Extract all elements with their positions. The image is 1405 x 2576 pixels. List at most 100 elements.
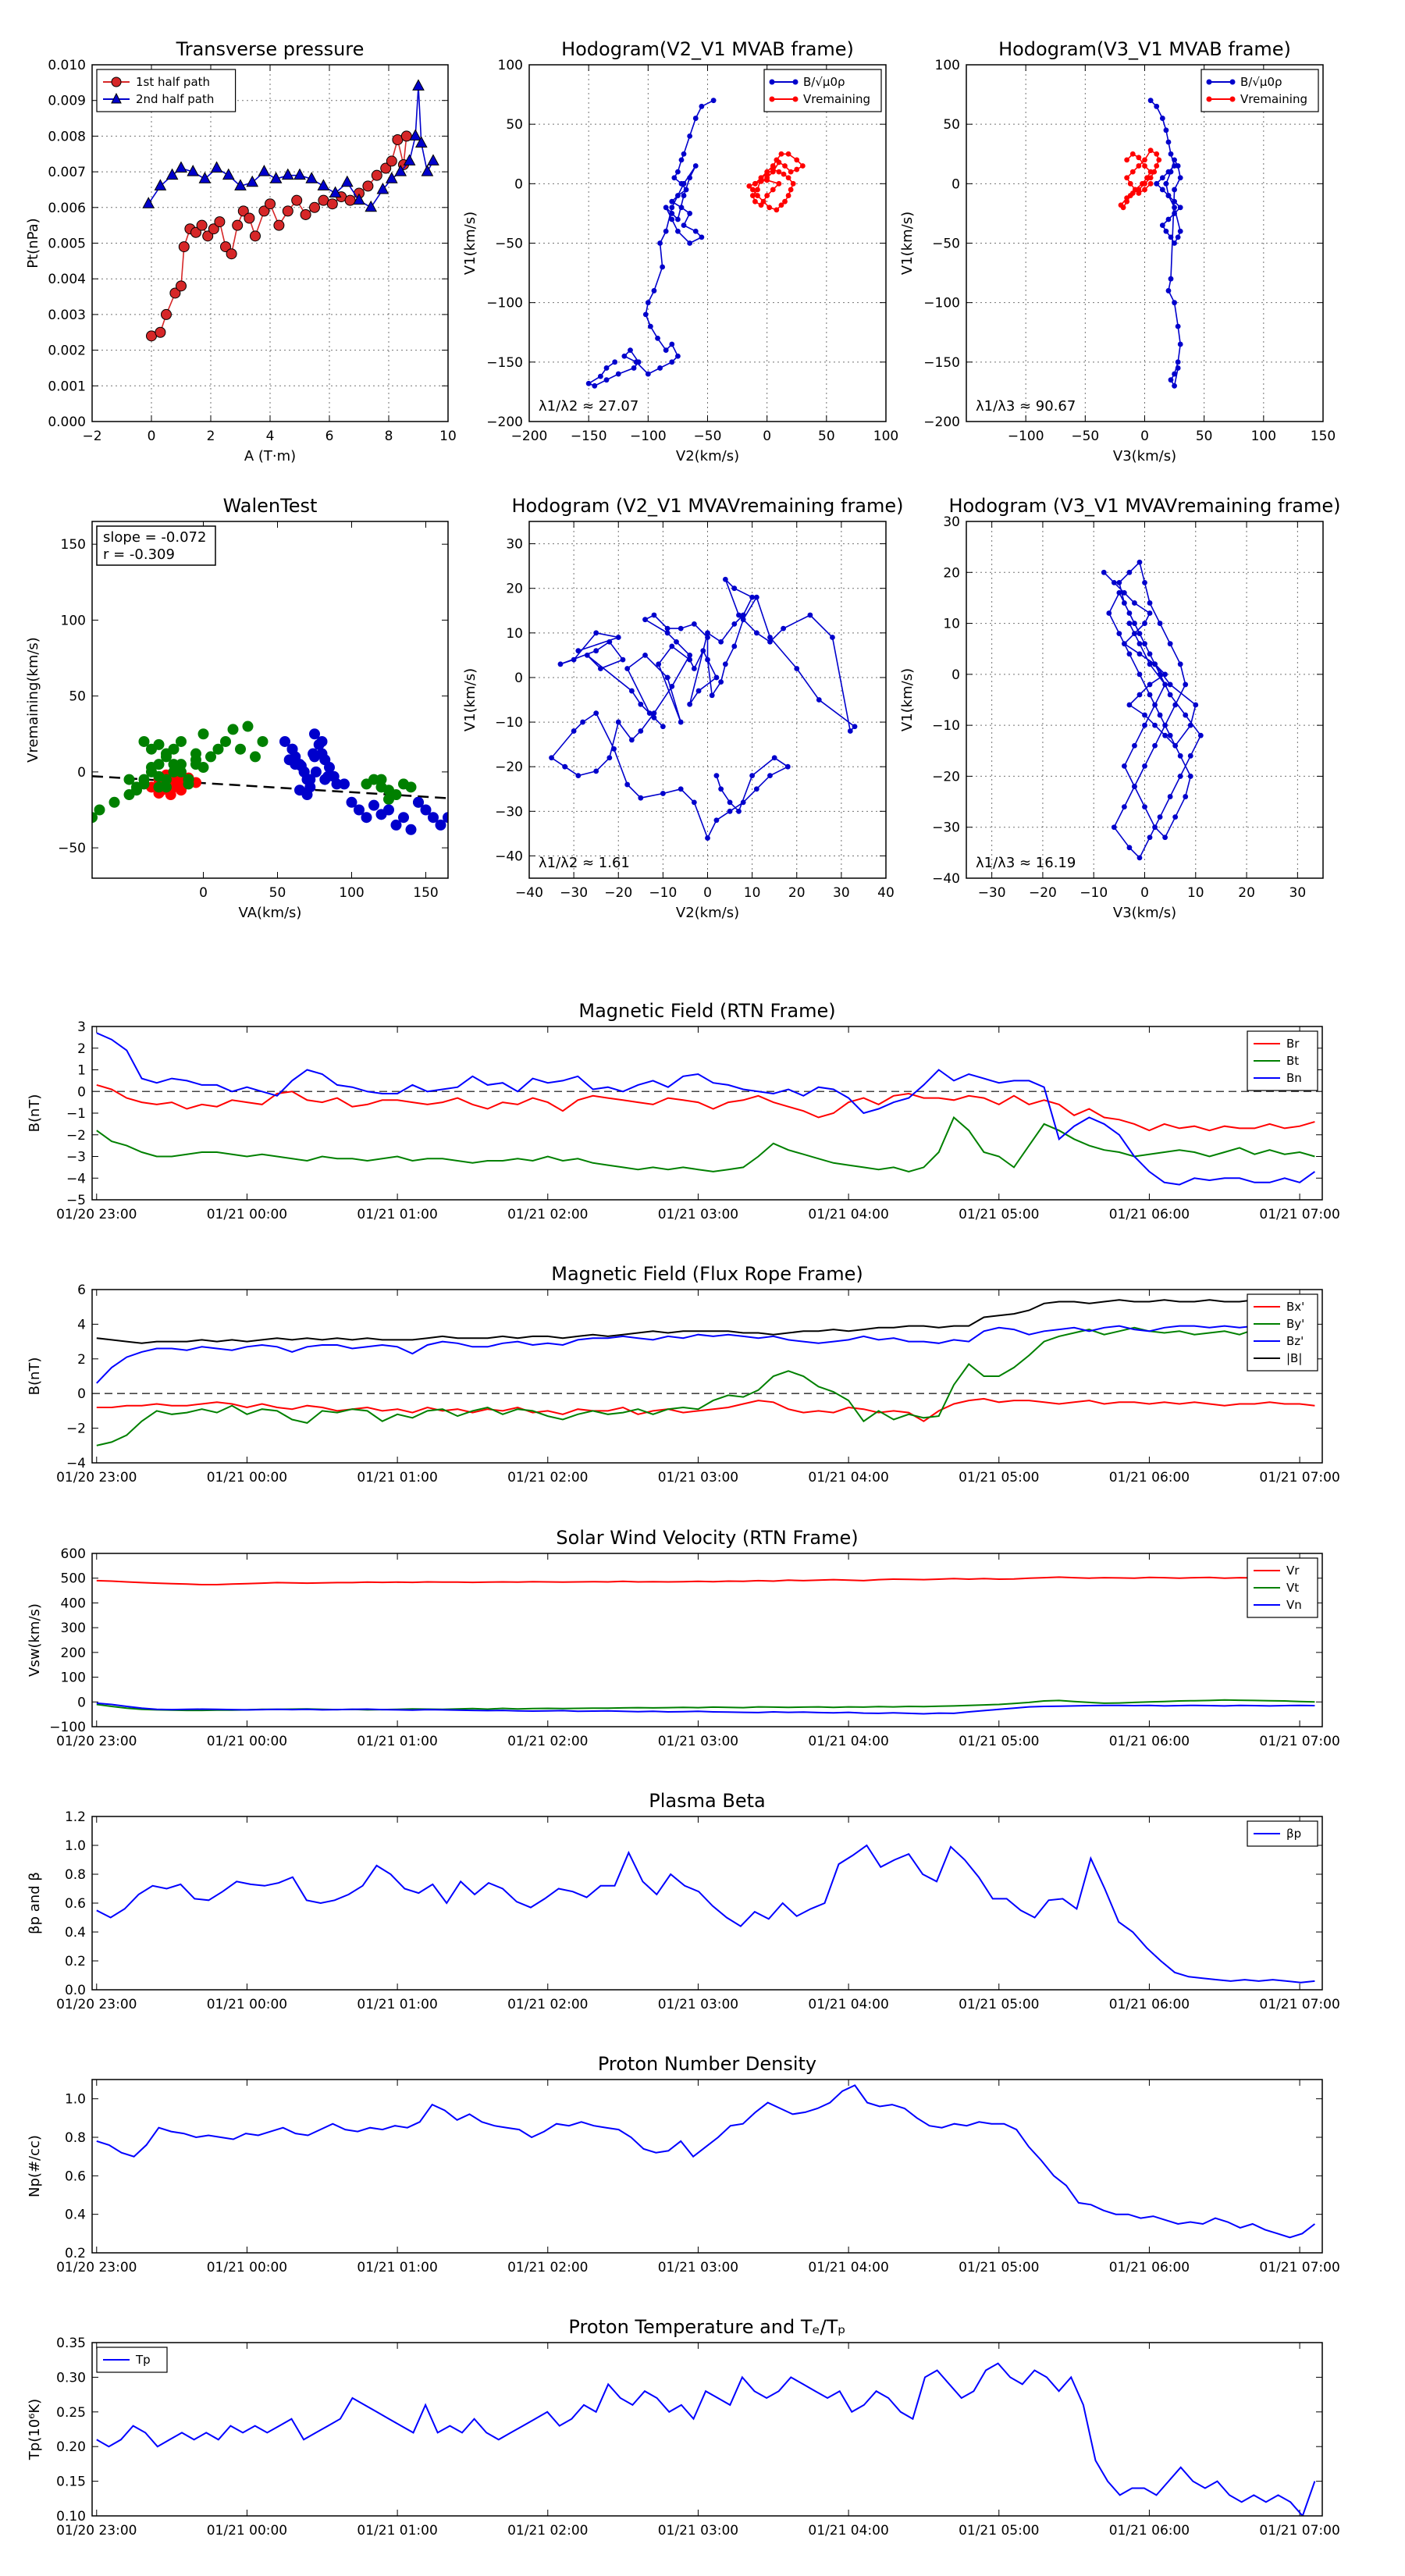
data-point: [615, 371, 621, 377]
data-point: [398, 812, 409, 824]
data-point: [1142, 641, 1147, 647]
data-point: [339, 778, 350, 790]
x-tick-label: 01/21 06:00: [1109, 1470, 1190, 1485]
data-point: [1116, 590, 1122, 596]
data-point: [435, 819, 446, 831]
data-point: [687, 175, 693, 181]
annotation-text: λ1/λ3 ≈ 90.67: [976, 398, 1076, 415]
plot-area: [1118, 98, 1183, 389]
data-point: [1142, 157, 1147, 163]
data-point: [746, 183, 752, 189]
data-point: [705, 656, 710, 663]
axes-frame: [966, 64, 1324, 422]
data-point: [1193, 702, 1199, 708]
axes-frame: [91, 1816, 1323, 1991]
x-tick-label: 01/21 07:00: [1259, 2523, 1339, 2539]
x-tick-label: 0: [1140, 885, 1149, 901]
data-point: [660, 724, 666, 730]
data-point: [1124, 175, 1130, 181]
legend-label: B/√μ0ρ: [1240, 75, 1282, 89]
x-tick-label: 01/21 05:00: [959, 1734, 1039, 1749]
x-axis-label: A (T·m): [244, 448, 296, 464]
data-point: [197, 762, 209, 774]
y-tick-label: −200: [486, 415, 523, 430]
data-point: [663, 347, 669, 353]
series-s2: [279, 728, 448, 835]
x-tick-label: 01/21 02:00: [507, 1734, 588, 1749]
data-point: [664, 625, 670, 632]
data-point: [794, 666, 800, 671]
data-point: [1142, 712, 1147, 718]
data-point: [1121, 641, 1127, 647]
data-point: [420, 804, 432, 816]
x-tick-label: 01/21 05:00: [959, 1207, 1039, 1222]
data-point: [635, 359, 642, 365]
y-tick-label: 20: [506, 582, 523, 597]
data-point: [1168, 276, 1174, 282]
data-point: [731, 621, 738, 627]
data-point: [628, 737, 635, 743]
x-tick-label: −200: [511, 429, 548, 444]
data-point: [329, 186, 342, 198]
data-point: [376, 182, 389, 194]
data-point: [258, 205, 270, 217]
axes-frame: [528, 521, 887, 879]
data-point: [752, 198, 758, 205]
data-point: [1147, 175, 1154, 181]
series-line: [96, 1083, 1315, 1132]
legend: B/√μ0ρ Vremaining: [1200, 69, 1319, 112]
y-tick-label: 500: [61, 1571, 86, 1587]
data-point: [362, 180, 374, 192]
y-tick-label: −10: [495, 715, 523, 731]
data-point: [758, 178, 764, 184]
data-point: [1116, 631, 1122, 637]
data-point: [606, 639, 613, 645]
data-point: [692, 163, 699, 169]
data-point: [175, 161, 187, 173]
data-point: [816, 697, 822, 703]
data-point: [1159, 187, 1165, 193]
x-tick-label: 01/21 03:00: [658, 1470, 738, 1485]
data-point: [753, 594, 759, 600]
data-point: [210, 161, 223, 173]
data-point: [782, 198, 788, 205]
data-point: [1132, 631, 1137, 637]
data-point: [646, 710, 653, 717]
y-tick-label: −30: [495, 804, 523, 820]
data-point: [1177, 341, 1183, 347]
x-tick-label: 01/21 00:00: [207, 1734, 287, 1749]
y-tick-label: 1.2: [65, 1809, 86, 1825]
data-point: [699, 234, 705, 240]
data-point: [681, 193, 687, 198]
series-1sthalfpath: [146, 130, 412, 342]
data-point: [549, 755, 554, 761]
data-point: [344, 194, 356, 206]
y-tick-label: −1: [66, 1106, 86, 1122]
data-point: [603, 377, 610, 383]
data-point: [317, 179, 330, 190]
y-tick-label: 10: [506, 626, 523, 642]
data-point: [1157, 814, 1163, 820]
data-point: [1162, 671, 1168, 678]
series-line: [96, 1576, 1315, 1585]
data-point: [624, 781, 631, 788]
data-point: [692, 116, 699, 121]
x-tick-label: −10: [1080, 885, 1108, 901]
data-point: [273, 219, 285, 231]
chart-pt: Transverse pressure −2 0 2 4 6 8 10 0.000 0.001 0.…: [25, 38, 457, 464]
data-point: [655, 335, 660, 341]
annotation-text: λ1/λ2 ≈ 1.61: [539, 855, 630, 871]
x-tick-label: 8: [385, 429, 393, 444]
series-line: [151, 136, 407, 337]
plot-area: [96, 2084, 1316, 2239]
y-tick-label: 0: [77, 1695, 86, 1710]
chart-title: Hodogram(V3_V1 MVAB frame): [998, 38, 1291, 60]
data-point: [695, 688, 702, 694]
legend-label: Vremaining: [803, 92, 870, 106]
y-tick-label: 0.20: [56, 2439, 86, 2455]
data-point: [1172, 814, 1179, 820]
x-tick-label: 01/21 03:00: [658, 1997, 738, 2012]
series-Vn: [96, 1702, 1315, 1715]
data-point: [234, 179, 247, 190]
